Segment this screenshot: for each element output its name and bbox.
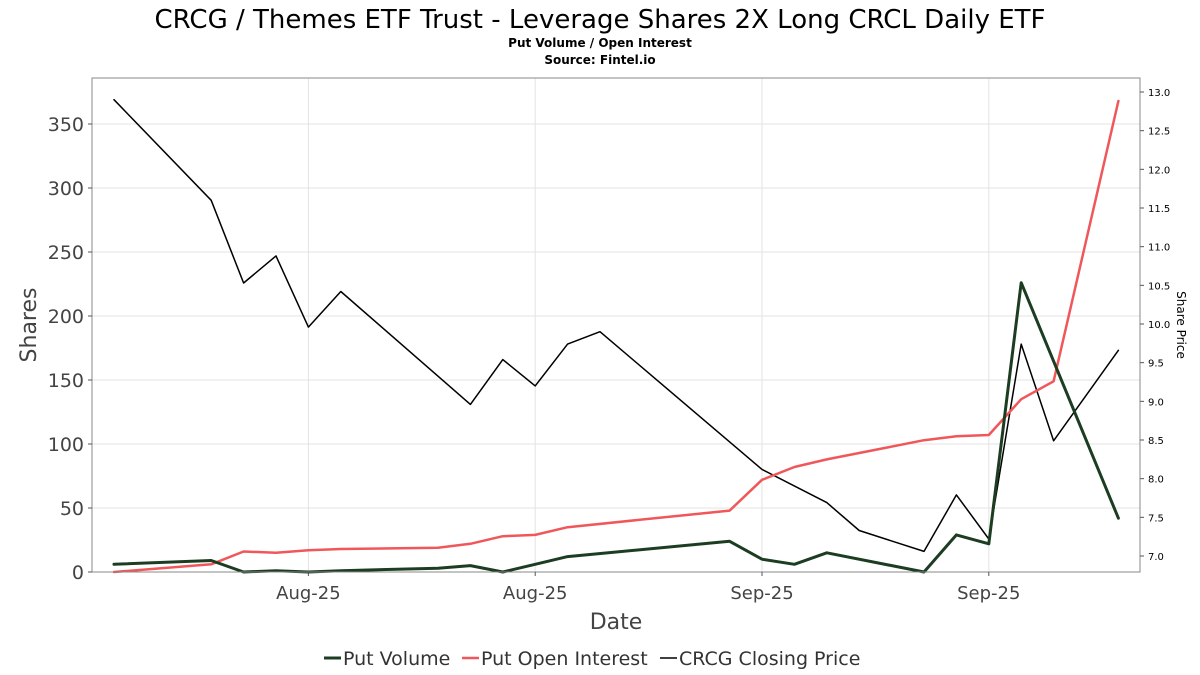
- chart-subtitle: Put Volume / Open Interest: [508, 36, 692, 50]
- y2-axis-label: Share Price: [1174, 291, 1188, 359]
- series-line-put-volume: [112, 281, 1120, 574]
- chart-title: CRCG / Themes ETF Trust - Leverage Share…: [155, 5, 1046, 35]
- right-tick-label: 9.5: [1148, 359, 1164, 370]
- plot-area-frame: [91, 77, 1141, 573]
- left-axis-ticks: 0 50 100 150 200 250 300 350: [48, 114, 92, 584]
- right-tick-label: 11.5: [1148, 204, 1170, 215]
- legend-label-crcg-closing-price: CRCG Closing Price: [679, 648, 860, 670]
- right-tick-label: 7.5: [1148, 513, 1164, 524]
- right-tick-label: 13.0: [1148, 88, 1170, 99]
- right-axis-ticks: 7.0 7.5 8.0 8.5 9.0 9.5 10.0 10.5 11.0 11.5 12.0 12…: [1140, 88, 1170, 563]
- right-tick-label: 9.0: [1148, 397, 1164, 408]
- left-tick-label: 50: [60, 498, 84, 520]
- series-line-put-open-interest: [112, 99, 1120, 574]
- left-tick-label: 350: [48, 114, 84, 136]
- x-tick-label: Aug-25: [503, 583, 568, 604]
- right-tick-label: 11.0: [1148, 243, 1170, 254]
- legend: Put Volume Put Open Interest CRCG Closing …: [324, 648, 860, 670]
- x-tick-label: Sep-25: [730, 583, 793, 604]
- chart-source: Source: Fintel.io: [544, 53, 655, 67]
- right-tick-label: 10.5: [1148, 281, 1170, 292]
- x-tick-label: Aug-25: [276, 583, 341, 604]
- right-tick-label: 8.5: [1148, 436, 1164, 447]
- left-tick-label: 0: [72, 562, 84, 584]
- left-tick-label: 250: [48, 242, 84, 264]
- x-tick-label: Sep-25: [957, 583, 1020, 604]
- x-axis-ticks: Aug-25 Aug-25 Sep-25 Sep-25: [276, 572, 1020, 604]
- left-tick-label: 100: [48, 434, 84, 456]
- series-lines: [112, 98, 1120, 574]
- grid: [92, 78, 1140, 573]
- left-tick-label: 300: [48, 178, 84, 200]
- series-line-crcg-closing-price: [113, 98, 1120, 553]
- left-tick-label: 150: [48, 370, 84, 392]
- right-tick-label: 10.0: [1148, 320, 1170, 331]
- right-tick-label: 12.5: [1148, 127, 1170, 138]
- right-tick-label: 8.0: [1148, 475, 1164, 486]
- x-axis-label: Date: [590, 610, 643, 635]
- y-axis-label: Shares: [17, 288, 42, 363]
- legend-label-put-open-interest: Put Open Interest: [481, 648, 648, 670]
- left-tick-label: 200: [48, 306, 84, 328]
- right-tick-label: 7.0: [1148, 552, 1164, 563]
- legend-label-put-volume: Put Volume: [343, 648, 450, 670]
- right-tick-label: 12.0: [1148, 165, 1170, 176]
